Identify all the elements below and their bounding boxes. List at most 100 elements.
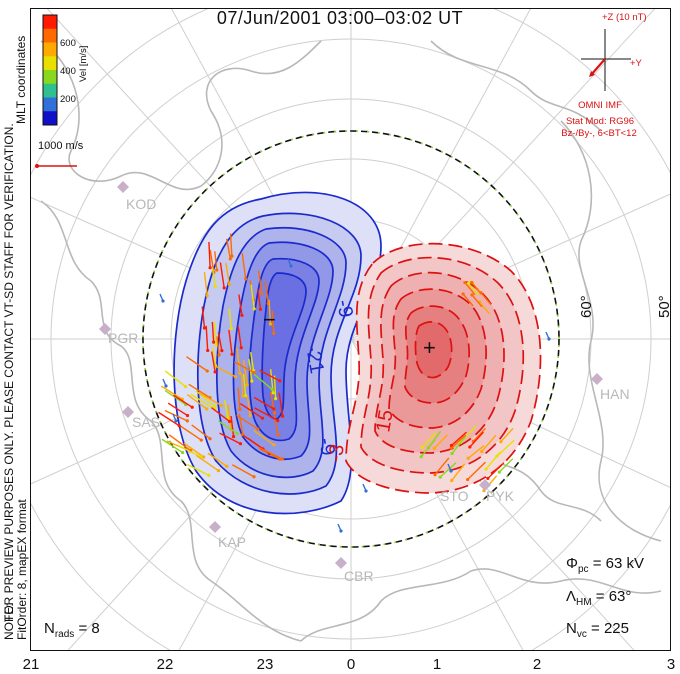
velocity-vector-origin	[276, 418, 280, 423]
convection-map: -9 -21 -9 -3 15 + −	[31, 9, 670, 650]
mlt-tick-label: 3	[666, 656, 676, 673]
velocity-vector	[178, 444, 202, 458]
velocity-vector	[421, 431, 437, 448]
station-label: CBR	[344, 568, 374, 584]
imf-model-label: Stat Mod: RG96	[565, 116, 635, 127]
velocity-vector-origin	[486, 476, 490, 480]
velocity-vector	[462, 293, 474, 307]
velocity-vector	[257, 289, 262, 310]
velocity-vector-origin	[181, 450, 185, 455]
velocity-vector	[450, 431, 467, 447]
imf-source-label: OMNI IMF	[578, 100, 622, 111]
colorbar-segment	[43, 42, 57, 57]
velocity-vector	[219, 432, 241, 445]
station-label: SAS	[132, 414, 161, 430]
velocity-vector-origin	[252, 370, 256, 375]
colorbar-segment	[43, 15, 57, 30]
velocity-vector	[211, 351, 216, 373]
latitude-label-50: 50°	[656, 295, 673, 318]
velocity-vector	[236, 414, 259, 430]
mlt-tick-label: 0	[346, 656, 356, 673]
velocity-vector	[450, 434, 466, 449]
colorbar-segment	[43, 70, 57, 85]
colorbar-tick-600: 600	[60, 38, 76, 49]
heppner-maynard-boundary	[142, 130, 560, 548]
velocity-vector-origin	[238, 442, 243, 446]
velocity-vector	[225, 262, 231, 285]
colorbar-border	[42, 14, 58, 126]
velocity-vector	[259, 369, 281, 382]
colorbar-segment	[43, 97, 57, 112]
velocity-vector	[433, 434, 448, 449]
velocity-vector-origin	[450, 478, 454, 483]
velocity-vector-origin	[208, 266, 212, 270]
velocity-vector	[164, 370, 187, 388]
imf-y-label: +Y	[630, 58, 642, 69]
velocity-vector-origin	[228, 257, 232, 261]
velocity-vector	[164, 409, 188, 422]
velocity-vector	[177, 423, 202, 441]
velocity-vector	[496, 439, 515, 457]
velocity-vector-origin	[497, 470, 501, 474]
velocity-vector	[186, 463, 210, 477]
velocity-vector	[227, 404, 232, 430]
velocity-vector	[201, 306, 206, 329]
velocity-vector-origin	[185, 419, 189, 423]
velocity-vector	[203, 272, 208, 296]
velocity-vector-origin	[161, 299, 165, 303]
velocity-vector	[472, 427, 486, 442]
velocity-vector-origin	[463, 280, 467, 285]
velocity-vector-origin	[213, 370, 217, 374]
contour-label: -9	[314, 436, 339, 457]
station-label: KOD	[126, 196, 157, 212]
velocity-vector-origin	[190, 405, 194, 409]
velocity-vector	[239, 402, 263, 419]
velocity-vector-origin	[449, 469, 453, 473]
page-title: 07/Jun/2001 03:00–03:02 UT	[216, 8, 464, 28]
velocity-vector-origin	[252, 475, 256, 479]
velocity-vector-origin	[227, 419, 232, 424]
radar-count: Nrads = 8	[44, 620, 100, 640]
velocity-vector-origin	[466, 281, 471, 285]
velocity-vector	[231, 464, 255, 478]
velocity-vector-origin	[214, 343, 218, 347]
positive-cell	[345, 242, 542, 494]
velocity-vector-origin	[177, 424, 181, 428]
velocity-vector-origin	[238, 407, 242, 412]
velocity-vector-origin	[243, 394, 248, 398]
velocity-vector-origin	[480, 449, 484, 454]
velocity-vector-origin	[278, 379, 282, 383]
velocity-vector-origin	[256, 427, 260, 431]
velocity-vector	[271, 310, 275, 334]
velocity-vector-origin	[227, 282, 231, 286]
hm-boundary-dots	[142, 130, 560, 548]
velocity-vector-origin	[272, 407, 276, 411]
velocity-vector	[218, 420, 238, 434]
velocity-vector-origin	[244, 277, 248, 281]
contour-label: 15	[372, 408, 398, 434]
velocity-vector	[229, 233, 233, 257]
velocity-vector-origin	[183, 384, 188, 389]
velocity-vector	[241, 373, 244, 397]
velocity-vector-origin	[205, 407, 209, 411]
velocity-vector-origin	[240, 313, 244, 317]
velocity-vector-origin	[450, 451, 454, 456]
velocity-vector	[190, 393, 216, 410]
velocity-vector	[253, 429, 275, 446]
velocity-vector-origin	[207, 473, 211, 477]
velocity-vector	[167, 402, 188, 417]
velocity-vector-origin	[449, 443, 454, 448]
velocity-vector-origin	[213, 285, 217, 289]
reference-vector-label: 1000 m/s	[38, 140, 84, 152]
velocity-vector	[237, 325, 242, 348]
velocity-vector-origin	[419, 455, 423, 459]
velocity-vector	[464, 282, 476, 295]
velocity-vector-origin	[239, 346, 243, 350]
velocity-vector	[498, 458, 514, 473]
velocity-vector	[160, 385, 183, 400]
velocity-vector	[264, 281, 269, 304]
velocity-vector-origin	[229, 327, 233, 331]
velocity-vector-origin	[164, 384, 168, 388]
velocity-vector-origin	[235, 431, 239, 435]
velocity-vector-origin	[461, 292, 465, 296]
